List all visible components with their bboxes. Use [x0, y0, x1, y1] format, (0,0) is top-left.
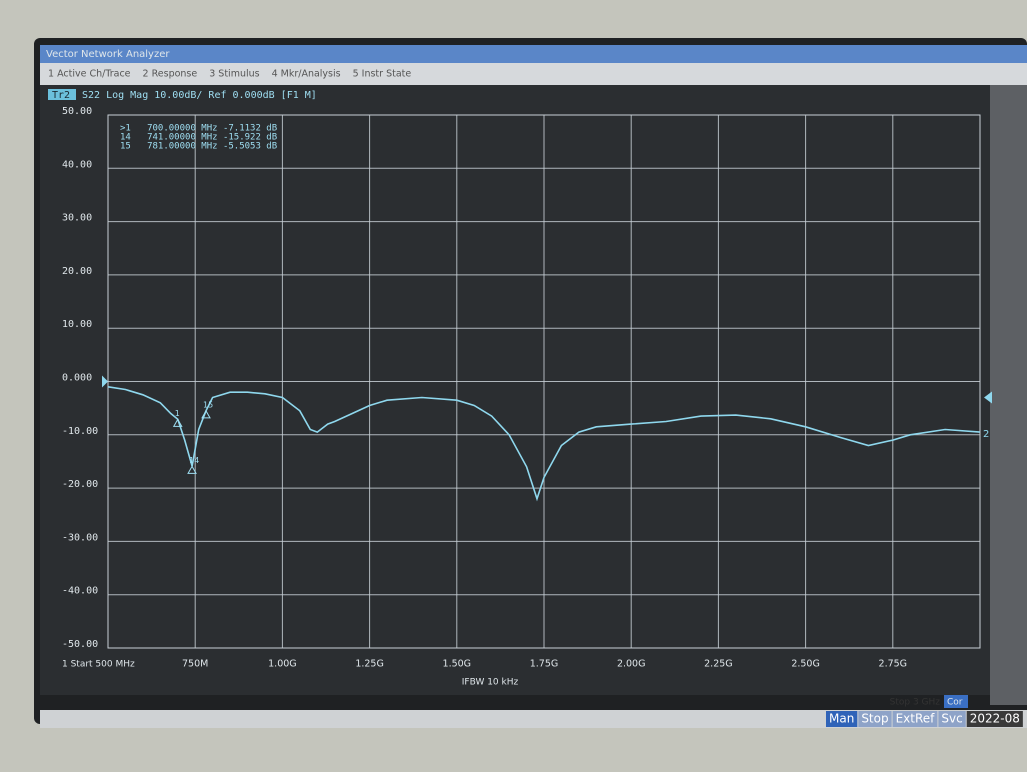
status: Man Stop ExtRef Svc 2022-08 [826, 711, 1023, 727]
y-tick-label: 20.00 [62, 266, 92, 277]
ref-marker [984, 391, 992, 404]
window-title: Vector Network Analyzer [46, 49, 170, 60]
axis-strip [40, 656, 990, 690]
ifbw: IFBW 10 kHz [462, 678, 519, 688]
softkey-panel [990, 85, 1027, 705]
x-tick-label: 750M [182, 659, 208, 670]
x-tick-label: 1.75G [530, 659, 559, 670]
status-item: Man [829, 712, 854, 726]
x-tick-label: 1.50G [443, 659, 472, 670]
x-tick-label: 1.00G [268, 659, 297, 670]
y-tick-label: 30.00 [62, 213, 92, 224]
plot-panel [40, 85, 990, 695]
menu-item: 1 Active Ch/Trace [48, 69, 131, 80]
y-tick-label: -30.00 [62, 532, 98, 543]
marker-readout: 15 781.00000 MHz -5.5053 dB [120, 142, 277, 152]
menu-item: 5 Instr State [353, 69, 412, 80]
status-bar [40, 710, 1027, 728]
trace-label: 2 [983, 429, 989, 440]
x-tick-label: 2.50G [791, 659, 820, 670]
stop-label: Stop 3 GHz [890, 698, 941, 708]
y-tick-label: -50.00 [62, 639, 98, 650]
menu-item: 4 Mkr/Analysis [272, 69, 341, 80]
status-box [826, 711, 858, 727]
status-box [858, 711, 892, 727]
menu-item: 3 Stimulus [209, 69, 259, 80]
y-tick-label: -10.00 [62, 426, 98, 437]
title-bar [40, 45, 1027, 63]
y-tick-label: 0.000 [62, 373, 92, 384]
marker-name: 1 [175, 409, 180, 418]
y-tick-label: -40.00 [62, 586, 98, 597]
marker [201, 409, 211, 419]
start-label: 1 Start 500 MHz [62, 660, 135, 670]
x-tick-label: 1.25G [355, 659, 384, 670]
marker [172, 418, 183, 427]
cor: Cor [947, 698, 963, 708]
cor-box [944, 695, 968, 708]
y-tick-label: 50.00 [62, 106, 92, 117]
x-tick-label: 2.00G [617, 659, 646, 670]
x-tick-label: 2.75G [879, 659, 908, 670]
y-tick-label: 40.00 [62, 159, 92, 170]
trace [107, 386, 981, 502]
menu-item: 2 Response [143, 69, 198, 80]
marker-name: 14 [189, 456, 199, 465]
status-box [938, 711, 966, 727]
trace-tag: Tr2 [52, 90, 70, 101]
status-item: ExtRef [896, 712, 936, 726]
x-tick-label: 2.25G [704, 659, 733, 670]
y-tick-label: 10.00 [62, 319, 92, 330]
marker-readout: >1 700.00000 MHz -7.1132 dB [120, 124, 277, 134]
menu: 1 Active Ch/Trace 2 Response 3 Stimulus 4 M… [48, 69, 411, 80]
y-tick-label: -20.00 [62, 479, 98, 490]
marker-name: 15 [203, 400, 213, 409]
trace-tag-box [48, 89, 76, 100]
status-item: Stop [861, 712, 888, 726]
marker [187, 465, 197, 474]
menu-bar [40, 63, 1027, 85]
marker-readout: 14 741.00000 MHz -15.922 dB [120, 133, 277, 143]
trace-header: S22 Log Mag 10.00dB/ Ref 0.000dB [F1 M] [82, 90, 317, 101]
status-item: Svc [941, 712, 962, 726]
ref-marker [102, 375, 108, 388]
status-box [892, 711, 938, 727]
status-item: 2022-08 [970, 712, 1020, 726]
status-box [966, 711, 1023, 727]
